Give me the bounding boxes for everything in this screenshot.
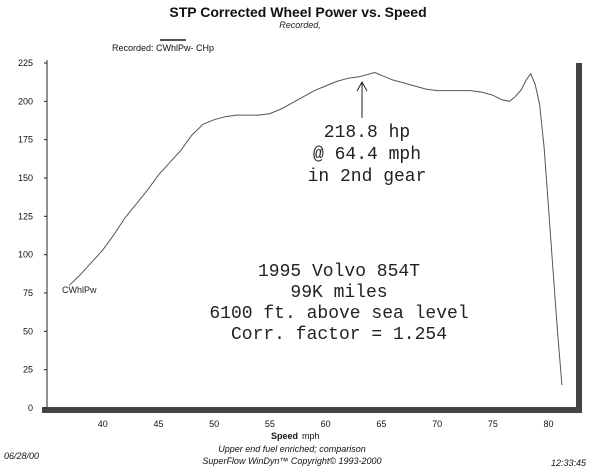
y-tick-label: 150 <box>18 173 33 183</box>
y-tick-label: 100 <box>18 250 33 260</box>
series-label: CWhlPw <box>62 285 97 295</box>
x-tick-label: 80 <box>544 419 554 429</box>
series-layer <box>68 72 563 386</box>
y-tick-label: 75 <box>23 288 33 298</box>
vehicle-annotation: 1995 Volvo 854T 99K miles 6100 ft. above… <box>209 262 468 345</box>
footer-time: 12:33:45 <box>551 458 587 468</box>
y-tick-label: 25 <box>23 365 33 375</box>
peak-line-2: @ 64.4 mph <box>313 145 421 165</box>
footer-copyright: SuperFlow WinDyn™ Copyright© 1993-2000 <box>202 456 381 466</box>
peak-arrow <box>356 80 368 118</box>
x-tick-label: 50 <box>209 419 219 429</box>
x-axis-bar <box>42 407 580 413</box>
peak-line-3: in 2nd gear <box>308 167 427 187</box>
legend-label: Recorded: CWhlPw- CHp <box>112 43 214 53</box>
vehicle-line-1: 1995 Volvo 854T <box>258 262 420 282</box>
x-tick-label: 60 <box>321 419 331 429</box>
x-tick-label: 65 <box>376 419 386 429</box>
x-tick-label: 55 <box>265 419 275 429</box>
peak-line-1: 218.8 hp <box>324 123 410 143</box>
y-tick-label: 125 <box>18 211 33 221</box>
y-tick-label: 175 <box>18 135 33 145</box>
chart-title: STP Corrected Wheel Power vs. Speed <box>169 4 426 20</box>
footer-note: Upper end fuel enriched; comparison <box>218 444 366 454</box>
y-axis-ticks: 0 25 50 75 100 125 150 175 200 225 <box>18 58 47 413</box>
vehicle-line-4: Corr. factor = 1.254 <box>231 325 447 345</box>
x-axis-title: Speed <box>271 431 298 441</box>
x-tick-label: 75 <box>488 419 498 429</box>
series-line <box>68 72 563 386</box>
x-tick-label: 45 <box>153 419 163 429</box>
vehicle-line-3: 6100 ft. above sea level <box>209 304 468 324</box>
x-axis-unit: mph <box>302 431 320 441</box>
vehicle-line-2: 99K miles <box>290 283 387 303</box>
y-tick-label: 200 <box>18 96 33 106</box>
x-tick-label: 70 <box>432 419 442 429</box>
y-tick-label: 50 <box>23 326 33 336</box>
y-tick-label: 225 <box>18 58 33 68</box>
right-frame-bar <box>576 63 582 413</box>
y-tick-label: 0 <box>28 403 33 413</box>
chart-subtitle: Recorded, <box>279 20 321 30</box>
x-axis-ticks: 40 45 50 55 60 65 70 75 80 <box>98 419 554 429</box>
x-tick-label: 40 <box>98 419 108 429</box>
footer-date: 06/28/00 <box>4 451 39 461</box>
plot-area <box>42 60 582 413</box>
peak-annotation: 218.8 hp @ 64.4 mph in 2nd gear <box>308 123 427 187</box>
